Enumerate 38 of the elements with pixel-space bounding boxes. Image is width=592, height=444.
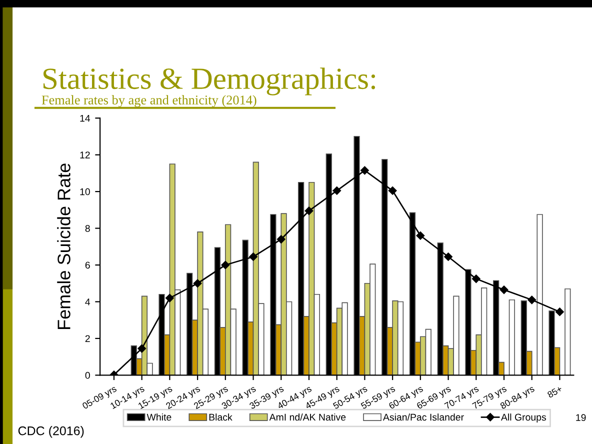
point [500,286,508,294]
y-tick-label: 0 [85,372,90,379]
text: CDC (2016) [18,426,84,438]
point [556,308,564,316]
y-tick-label: 4 [85,298,90,306]
chart-subtitle: Female rates by age and ethnicity (2014) [42,95,256,108]
point [221,260,230,270]
x-tick-label: 85+ [546,385,563,398]
y-tick-label: 10 [80,188,90,196]
point [360,166,369,175]
point [444,252,452,261]
chart-title: Statistics & Demographics: [43,68,376,96]
y-tick-label: 2 [85,335,90,342]
point [416,231,425,240]
point [249,252,258,261]
legend-label: Black [209,413,232,421]
point [528,296,536,304]
point [388,186,397,195]
point [472,274,480,283]
legend-label: All Groups [500,413,546,423]
bar [564,288,571,376]
legend-label: White [146,413,172,421]
point [138,344,146,353]
point [277,235,286,244]
text: 19 [576,414,586,422]
legend-label: AmI nd/AK Native [269,413,346,421]
y-tick-label: 6 [85,262,90,269]
y-tick-label: 12 [80,152,90,158]
y-axis-title: Female Suicide Rate [57,164,70,329]
y-tick-label: 8 [85,225,90,232]
point [332,186,341,195]
point [166,294,174,302]
y-tick-label: 14 [80,114,90,122]
bar [536,214,543,376]
point [193,279,202,288]
legend-label: Asian/Pac Islander [382,413,464,421]
point [304,206,314,215]
bar [508,299,516,376]
